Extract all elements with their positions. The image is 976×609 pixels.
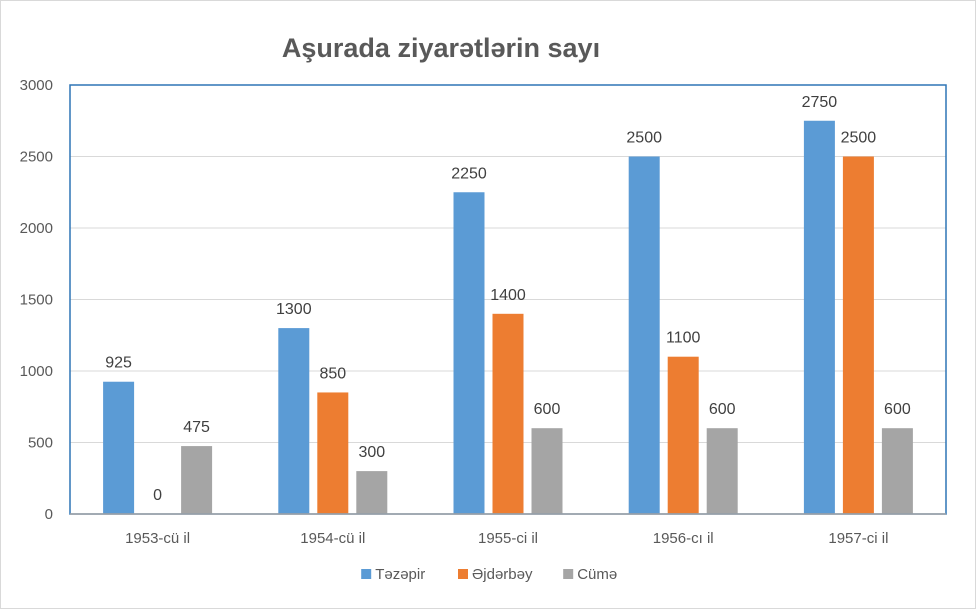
y-tick-label: 500 [28,435,53,452]
bar [628,156,660,514]
y-tick-label: 2500 [20,149,53,166]
y-tick-label: 1500 [20,292,53,309]
x-tick-label: 1957-ci il [828,530,888,547]
bar [453,192,485,514]
grid-lines [70,156,946,443]
legend-label: Əjdərbəy [472,566,533,583]
data-label: 600 [709,401,736,418]
bar [356,471,388,514]
legend-swatch [361,569,372,579]
bar [842,156,874,514]
legend-label: Təzəpir [375,566,425,583]
bar [667,356,699,514]
legend-swatch [563,569,574,579]
bar [317,392,349,514]
data-labels: 925 0 475 1300 850 300 2250 1400 600 2500 1100 600 2… [105,94,911,504]
y-tick-label: 3000 [20,77,53,94]
x-tick-label: 1956-cı il [653,530,714,547]
data-label: 1300 [276,301,312,318]
bar [181,446,213,514]
bar [706,428,738,514]
legend: Təzəpir Əjdərbəy Cümə [361,566,617,583]
bar [278,328,310,514]
data-label: 2750 [802,94,838,111]
data-label: 1400 [490,287,526,304]
x-tick-label: 1955-ci il [478,530,538,547]
data-label: 2500 [841,130,877,147]
data-label: 600 [534,401,561,418]
bar [803,120,835,514]
data-label: 300 [358,444,385,461]
chart-title: Aşurada ziyarətlərin sayı [282,33,600,63]
data-label: 0 [153,487,162,504]
data-label: 850 [319,365,346,382]
x-tick-label: 1954-cü il [300,530,365,547]
bar [881,428,913,514]
y-tick-label: 2000 [20,220,53,237]
bar [103,381,135,514]
x-tick-label: 1953-cü il [125,530,190,547]
data-label: 2250 [451,165,487,182]
data-label: 475 [183,419,210,436]
data-label: 1100 [666,330,701,347]
data-label: 600 [884,401,911,418]
bar [492,313,524,514]
legend-swatch [458,569,468,579]
bars [103,120,913,514]
bar [531,428,563,514]
data-label: 2500 [626,130,662,147]
data-label: 925 [105,355,132,372]
y-tick-label: 0 [45,506,53,523]
y-tick-label: 1000 [20,363,53,380]
legend-label: Cümə [577,566,617,583]
